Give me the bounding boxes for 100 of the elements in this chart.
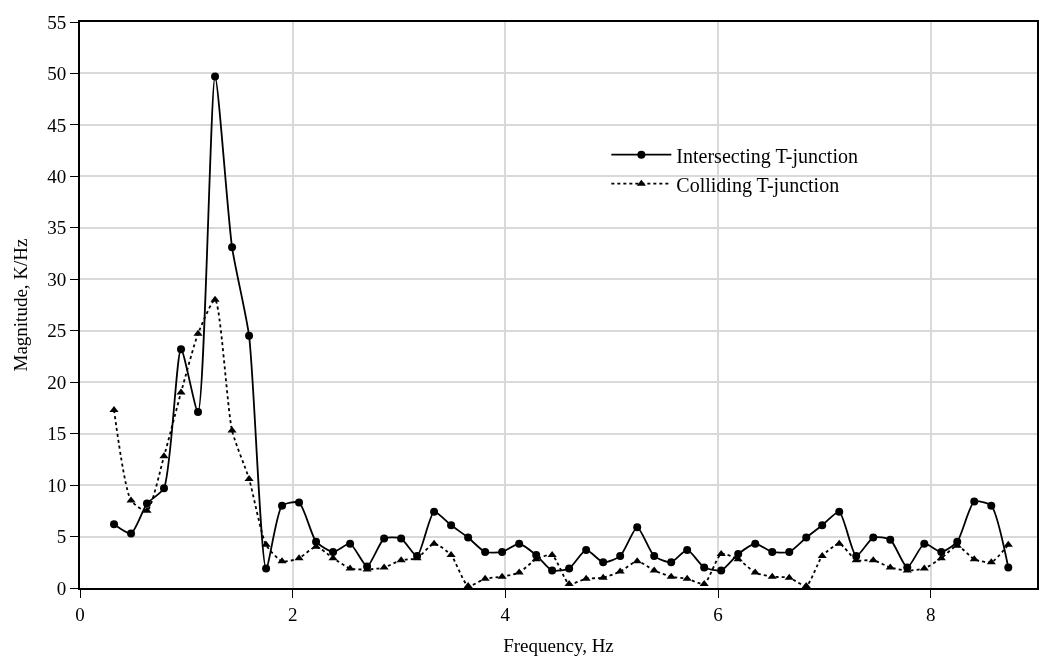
y-tick-label: 25 xyxy=(47,320,67,342)
point xyxy=(210,295,220,302)
point xyxy=(936,554,946,561)
point xyxy=(329,547,338,556)
point xyxy=(751,539,760,548)
point xyxy=(228,243,237,252)
point xyxy=(616,552,625,561)
point xyxy=(480,574,490,581)
point xyxy=(818,521,827,530)
point xyxy=(970,497,979,506)
point xyxy=(142,506,152,513)
point xyxy=(463,581,473,588)
point xyxy=(767,572,777,579)
point xyxy=(565,564,574,573)
point xyxy=(464,533,473,542)
point xyxy=(649,566,659,573)
point xyxy=(547,551,557,558)
point xyxy=(142,499,151,508)
point xyxy=(801,581,811,588)
point xyxy=(429,539,439,546)
x-tick-label: 6 xyxy=(713,603,723,625)
point xyxy=(548,566,557,575)
x-tick-label: 2 xyxy=(287,603,298,625)
point xyxy=(244,474,254,481)
point xyxy=(211,72,220,81)
y-tick-label: 0 xyxy=(56,577,67,599)
y-tick-label: 40 xyxy=(47,166,67,188)
point xyxy=(397,534,406,543)
legend-label: Intersecting T-junction xyxy=(676,144,858,168)
point xyxy=(262,564,271,573)
point xyxy=(699,579,709,586)
point xyxy=(599,558,608,567)
point xyxy=(633,523,642,532)
legend-label: Colliding T-junction xyxy=(676,173,840,197)
point xyxy=(278,501,287,510)
point xyxy=(785,547,794,556)
point xyxy=(987,501,996,510)
point xyxy=(1004,563,1013,572)
point xyxy=(110,520,119,529)
point xyxy=(261,540,271,547)
point xyxy=(667,558,676,567)
point xyxy=(717,566,726,575)
point xyxy=(515,539,524,548)
x-tick-label: 4 xyxy=(500,603,511,625)
point xyxy=(227,426,237,433)
point xyxy=(446,551,456,558)
point xyxy=(328,554,338,561)
point xyxy=(277,557,287,564)
point xyxy=(126,496,136,503)
point xyxy=(716,550,726,557)
point xyxy=(160,484,168,493)
y-tick-label: 35 xyxy=(47,217,67,239)
point xyxy=(817,552,827,559)
point xyxy=(295,498,304,507)
y-tick-label: 55 xyxy=(47,11,67,33)
y-tick-label: 15 xyxy=(47,423,67,445)
point xyxy=(682,574,692,581)
point xyxy=(497,572,507,579)
y-tick-label: 30 xyxy=(47,268,67,290)
point xyxy=(650,552,659,561)
point xyxy=(615,567,625,574)
x-tick-label: 8 xyxy=(925,603,936,625)
y-tick-label: 5 xyxy=(56,526,67,548)
point xyxy=(194,408,203,417)
point xyxy=(245,331,254,340)
point xyxy=(498,547,507,556)
point xyxy=(750,568,760,575)
point xyxy=(768,547,777,556)
y-tick-label: 50 xyxy=(47,63,67,85)
point xyxy=(481,547,490,556)
x-axis-title: Frequency, Hz xyxy=(503,635,614,657)
point xyxy=(193,329,203,336)
point xyxy=(784,573,794,580)
x-tick-label: 0 xyxy=(75,603,85,625)
y-tick-label: 20 xyxy=(47,371,67,393)
point xyxy=(886,535,895,544)
point xyxy=(598,573,608,580)
point xyxy=(835,507,844,516)
point xyxy=(802,533,811,542)
point xyxy=(581,574,591,581)
y-axis-title: Magnitude, K/Hz xyxy=(9,238,31,372)
point xyxy=(582,545,591,554)
point xyxy=(380,534,389,543)
y-tick-label: 45 xyxy=(47,114,67,136)
point xyxy=(920,539,929,548)
point xyxy=(937,547,946,556)
point xyxy=(514,568,524,575)
point xyxy=(869,533,878,542)
point xyxy=(700,563,709,572)
point xyxy=(127,529,136,538)
point xyxy=(868,556,878,563)
point xyxy=(834,539,844,546)
y-tick-label: 10 xyxy=(47,474,67,496)
point xyxy=(666,572,676,579)
point xyxy=(177,345,186,354)
point xyxy=(346,539,355,548)
point xyxy=(564,579,574,586)
point xyxy=(683,545,692,554)
point xyxy=(1003,540,1013,547)
point xyxy=(447,521,456,530)
